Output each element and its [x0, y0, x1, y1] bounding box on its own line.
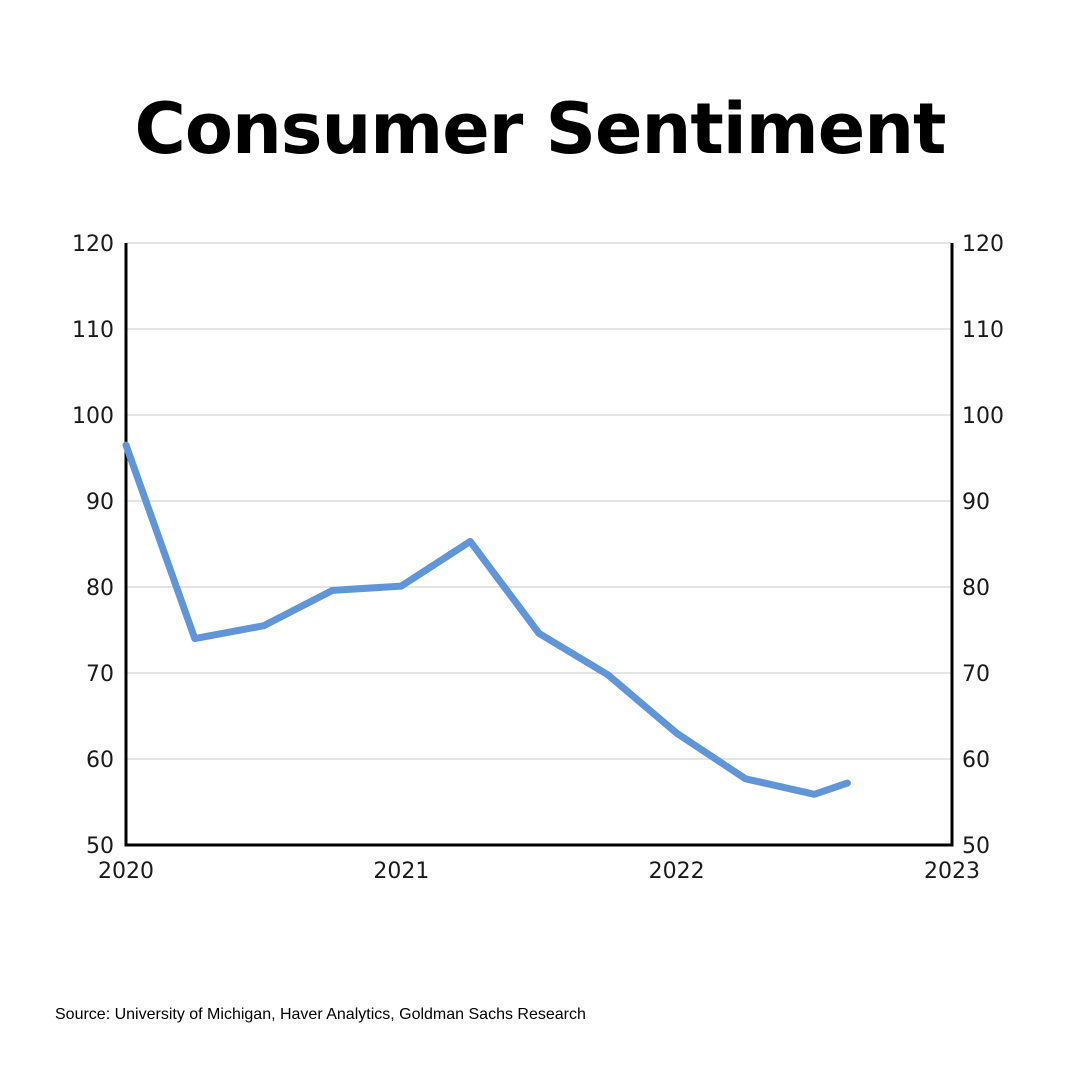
- y-tick-label-left: 120: [72, 232, 114, 257]
- axes: [124, 243, 954, 847]
- y-tick-label-right: 90: [962, 490, 990, 515]
- y-tick-label-left: 70: [86, 662, 114, 687]
- source-note: Source: University of Michigan, Haver An…: [55, 1006, 586, 1023]
- y-tick-label-right: 70: [962, 662, 990, 687]
- x-tick-label: 2022: [649, 859, 705, 884]
- chart-title: Consumer Sentiment: [134, 88, 947, 170]
- y-tick-label-left: 110: [72, 318, 114, 343]
- x-tick-label: 2020: [98, 859, 154, 884]
- series-line: [122, 441, 851, 798]
- y-tick-label-right: 100: [962, 404, 1004, 429]
- gridlines: [126, 242, 952, 760]
- series: [122, 441, 851, 798]
- y-tick-label-left: 90: [86, 490, 114, 515]
- x-tick-label: 2023: [924, 859, 980, 884]
- y-tick-label-left: 50: [86, 834, 114, 859]
- y-tick-label-right: 120: [962, 232, 1004, 257]
- y-tick-label-right: 60: [962, 748, 990, 773]
- y-tick-label-left: 100: [72, 404, 114, 429]
- y-tick-label-right: 50: [962, 834, 990, 859]
- y-tick-label-left: 80: [86, 576, 114, 601]
- x-tick-label: 2021: [373, 859, 429, 884]
- y-tick-label-left: 60: [86, 748, 114, 773]
- tick-labels: 50 50 60 60 70 70 80 80 90 90 100 100 110 110 120 120 20…: [72, 232, 1004, 884]
- y-tick-label-right: 110: [962, 318, 1004, 343]
- y-tick-label-right: 80: [962, 576, 990, 601]
